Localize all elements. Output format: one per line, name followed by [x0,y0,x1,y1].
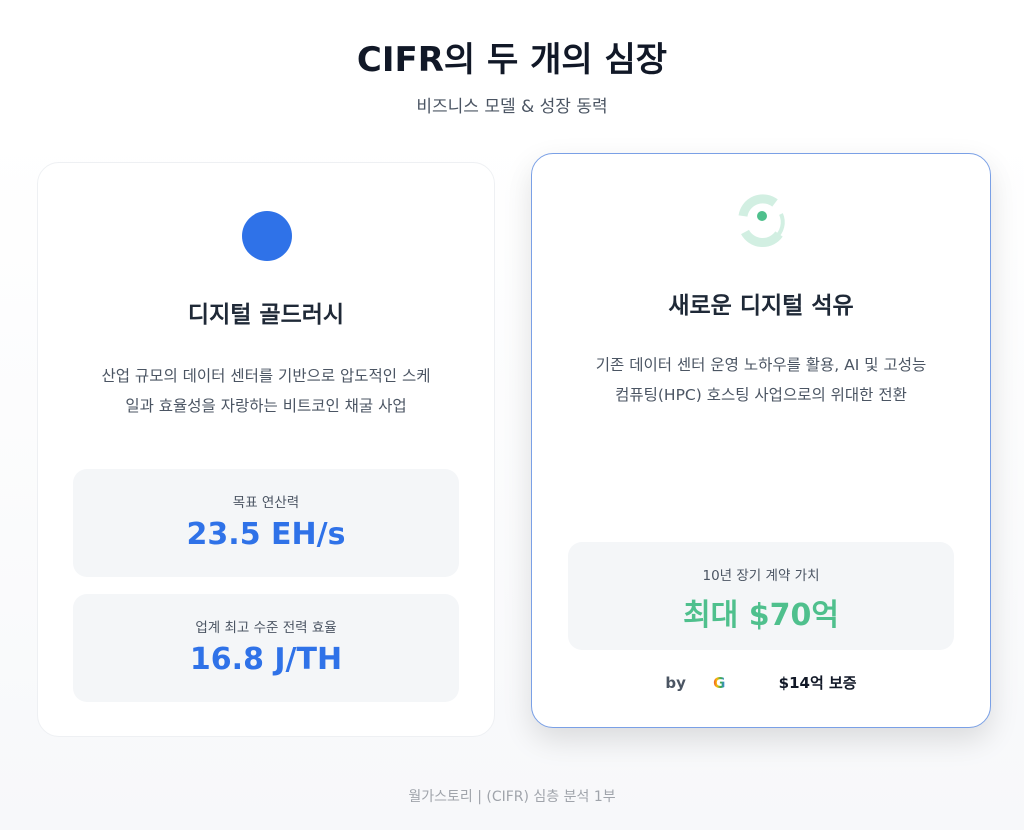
stat-label: 목표 연산력 [232,495,300,511]
blue-circle-icon [242,211,292,261]
card-digital-oil: 새로운 디지털 석유 기존 데이터 센터 운영 노하우를 활용, AI 및 고성… [531,153,991,728]
stat-box: 업계 최고 수준 전력 효율 16.8 J/TH [73,594,459,702]
page-subtitle: 비즈니스 모델 & 성장 동력 [416,97,608,117]
stat-label: 업계 최고 수준 전력 효율 [195,620,337,636]
stat-value: 16.8 J/TH [189,642,343,677]
card-digital-goldrush: 디지털 골드러시 산업 규모의 데이터 센터를 기반으로 압도적인 스케 일과 … [37,162,495,737]
guarantee-line: by G $14억 보증 [532,672,990,693]
desc-line: 컴퓨팅(HPC) 호스팅 사업으로의 위대한 전환 [615,386,907,404]
page-title: CIFR의 두 개의 심장 [356,40,668,80]
desc-line: 기존 데이터 센터 운영 노하우를 활용, AI 및 고성능 [595,356,927,374]
stat-label: 10년 장기 계약 가치 [702,568,820,584]
google-logo-icon: G [713,674,726,692]
green-cycle-icon [738,194,785,248]
guarantee-text: $14억 보증 [778,674,857,692]
stat-value: 최대 $70억 [683,598,839,633]
footer: 월가스토리 | (CIFR) 심층 분석 1부 [408,789,616,805]
card-description: 산업 규모의 데이터 센터를 기반으로 압도적인 스케 일과 효율성을 자랑하는… [38,361,494,421]
stat-box: 10년 장기 계약 가치 최대 $70억 [568,542,954,650]
desc-line: 일과 효율성을 자랑하는 비트코인 채굴 사업 [125,397,407,415]
card-title: 새로운 디지털 석유 [668,293,854,319]
stat-box: 목표 연산력 23.5 EH/s [73,469,459,577]
stat-value: 23.5 EH/s [186,517,346,552]
card-description: 기존 데이터 센터 운영 노하우를 활용, AI 및 고성능 컴퓨팅(HPC) … [532,350,990,410]
card-title: 디지털 골드러시 [187,302,345,328]
desc-line: 산업 규모의 데이터 센터를 기반으로 압도적인 스케 [101,367,431,385]
by-label: by [665,674,686,692]
